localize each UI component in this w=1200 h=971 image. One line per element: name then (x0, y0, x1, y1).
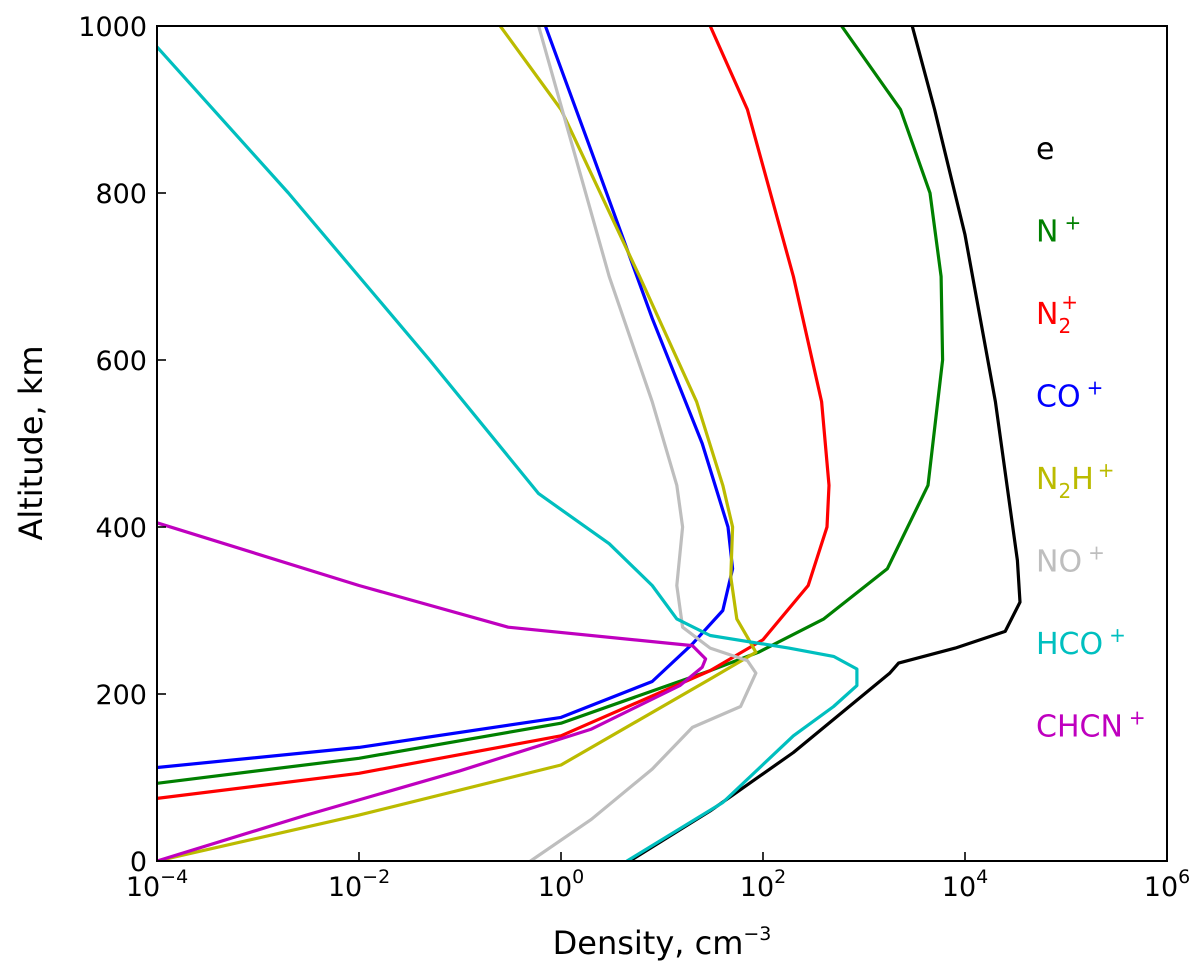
x-tick-label-2: 10−2 (328, 866, 390, 903)
series-line-5 (157, 26, 758, 861)
legend-label-2: N + (1036, 211, 1081, 250)
series-line-8 (157, 521, 708, 861)
legend-label-8: CHCN + (1036, 706, 1146, 745)
series-line-6 (528, 26, 758, 861)
ticks-layer: 10−4 10−2 100 102 104 106 0 200 400 600 800 1000 (78, 12, 1190, 903)
series-line-7 (157, 45, 859, 861)
plot-frame (156, 25, 1168, 862)
x-tick-label-3: 100 (538, 866, 584, 903)
x-tick-label-1: 10−4 (126, 866, 188, 903)
legend-label-3: N2+ (1036, 290, 1078, 338)
legend: e N + N2+ CO + N2H + NO + HCO + CHCN + (1036, 132, 1146, 745)
series-line-1 (628, 26, 1022, 861)
x-tick-label-6: 106 (1144, 866, 1190, 903)
y-tick-label-5: 800 (95, 179, 147, 210)
series-line-3 (157, 26, 831, 801)
legend-label-7: HCO + (1036, 623, 1126, 662)
x-tick-label-4: 102 (740, 866, 786, 903)
y-tick-label-6: 1000 (78, 12, 147, 43)
series-line-2 (157, 26, 945, 785)
legend-label-6: NO + (1036, 541, 1105, 580)
x-axis-label: Density, cm−3 (553, 923, 772, 962)
legend-label-4: CO + (1036, 376, 1103, 415)
x-tick-label-5: 104 (942, 866, 988, 903)
y-tick-label-2: 200 (95, 680, 147, 711)
series-layer (157, 26, 1022, 861)
y-tick-label-4: 600 (95, 346, 147, 377)
y-tick-label-1: 0 (130, 847, 147, 878)
series-line-4 (157, 26, 735, 770)
legend-label-5: N2H + (1036, 458, 1115, 503)
legend-label-1: e (1036, 132, 1054, 167)
y-axis-label: Altitude, km (12, 345, 50, 540)
y-tick-label-3: 400 (95, 513, 147, 544)
